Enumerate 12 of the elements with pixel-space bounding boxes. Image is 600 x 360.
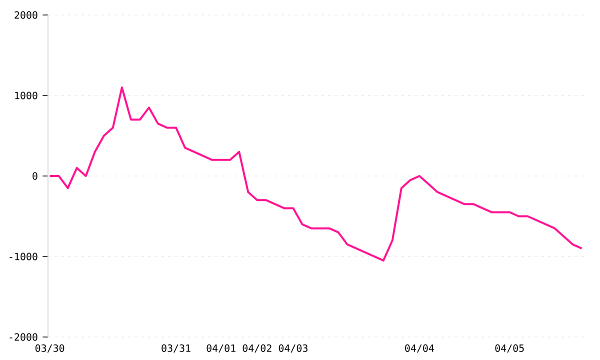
y-tick-label: 0 [32, 172, 38, 180]
x-tick-label: 03/30 [35, 344, 64, 353]
x-tick-label: 04/04 [405, 344, 434, 353]
y-tick-label: 1000 [15, 92, 38, 100]
x-tick-label: 04/02 [242, 344, 272, 353]
x-tick-label: 04/03 [278, 344, 308, 353]
y-tick-label: -2000 [10, 333, 38, 341]
y-tick-label: -1000 [10, 252, 38, 260]
x-tick-label: 04/05 [495, 344, 524, 353]
y-tick-label: 2000 [14, 11, 38, 19]
x-tick-label: 04/01 [206, 344, 236, 353]
x-tick-label: 03/31 [162, 344, 190, 353]
